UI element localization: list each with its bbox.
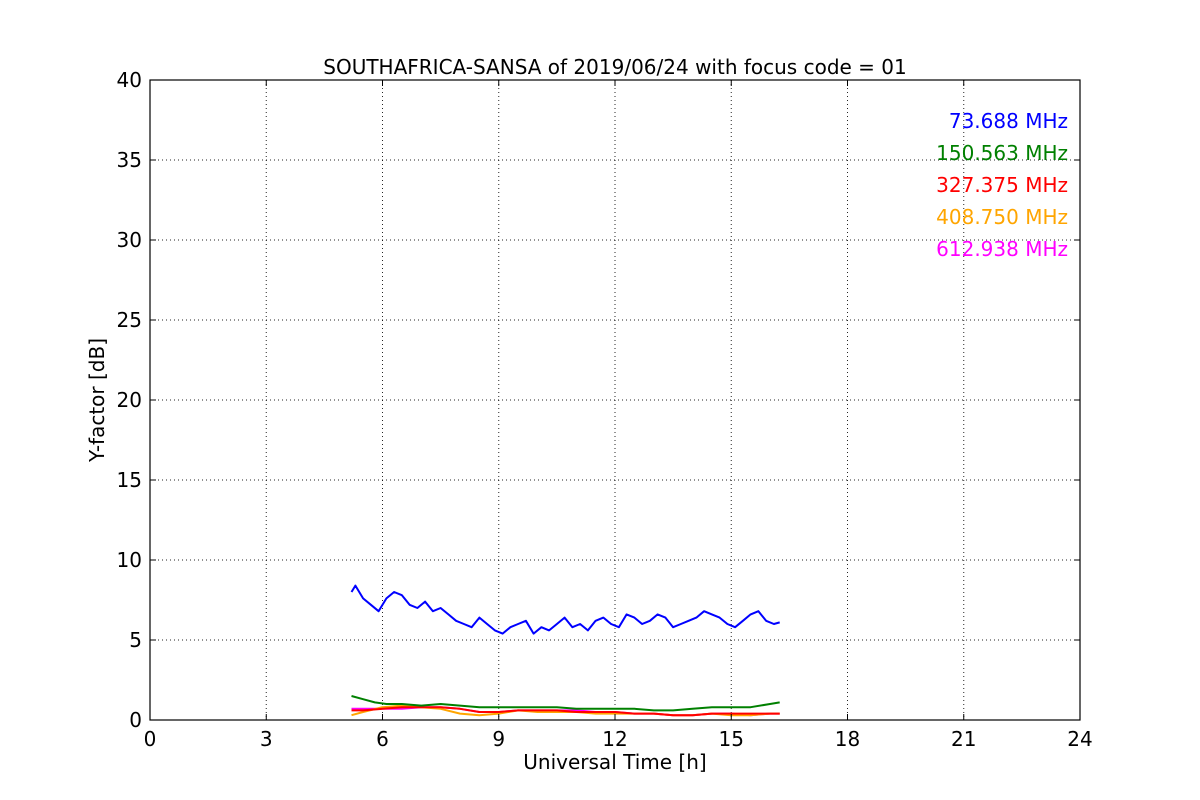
chart-title: SOUTHAFRICA-SANSA of 2019/06/24 with foc…	[323, 55, 907, 79]
x-tick-label: 6	[376, 727, 389, 751]
y-tick-label: 35	[117, 148, 142, 172]
y-tick-label: 10	[117, 548, 142, 572]
ticks: 0 3 6 9 12 15 18 21 24 0 5 10 15 20 25 30 35 40	[117, 68, 1093, 751]
series-line-327-375-mhz	[351, 706, 780, 717]
legend-entry: 612.938 MHz	[936, 237, 1068, 261]
y-tick-label: 20	[117, 388, 142, 412]
y-tick-label: 5	[129, 628, 142, 652]
x-tick-label: 9	[492, 727, 505, 751]
y-tick-label: 15	[117, 468, 142, 492]
grid	[150, 80, 1080, 720]
series-line-150-563-mhz	[351, 695, 780, 712]
legend-entry: 150.563 MHz	[936, 141, 1068, 165]
x-tick-label: 18	[835, 727, 860, 751]
y-tick-label: 30	[117, 228, 142, 252]
y-tick-label: 0	[129, 708, 142, 732]
x-tick-label: 0	[144, 727, 157, 751]
x-tick-label: 21	[951, 727, 976, 751]
x-tick-label: 3	[260, 727, 273, 751]
x-axis-label: Universal Time [h]	[523, 750, 706, 774]
legend-entry: 327.375 MHz	[936, 173, 1068, 197]
y-axis-label: Y-factor [dB]	[85, 338, 109, 463]
x-tick-label: 15	[719, 727, 744, 751]
x-tick-label: 24	[1067, 727, 1092, 751]
series-line-73-688-mhz	[350, 584, 780, 635]
series-layer	[350, 584, 780, 717]
legend-entry: 73.688 MHz	[949, 109, 1068, 133]
y-tick-label: 40	[117, 68, 142, 92]
legend-entry: 408.750 MHz	[936, 205, 1068, 229]
x-tick-label: 12	[602, 727, 627, 751]
legend: 73.688 MHz 150.563 MHz 327.375 MHz 408.750 …	[936, 109, 1068, 261]
y-tick-label: 25	[117, 308, 142, 332]
